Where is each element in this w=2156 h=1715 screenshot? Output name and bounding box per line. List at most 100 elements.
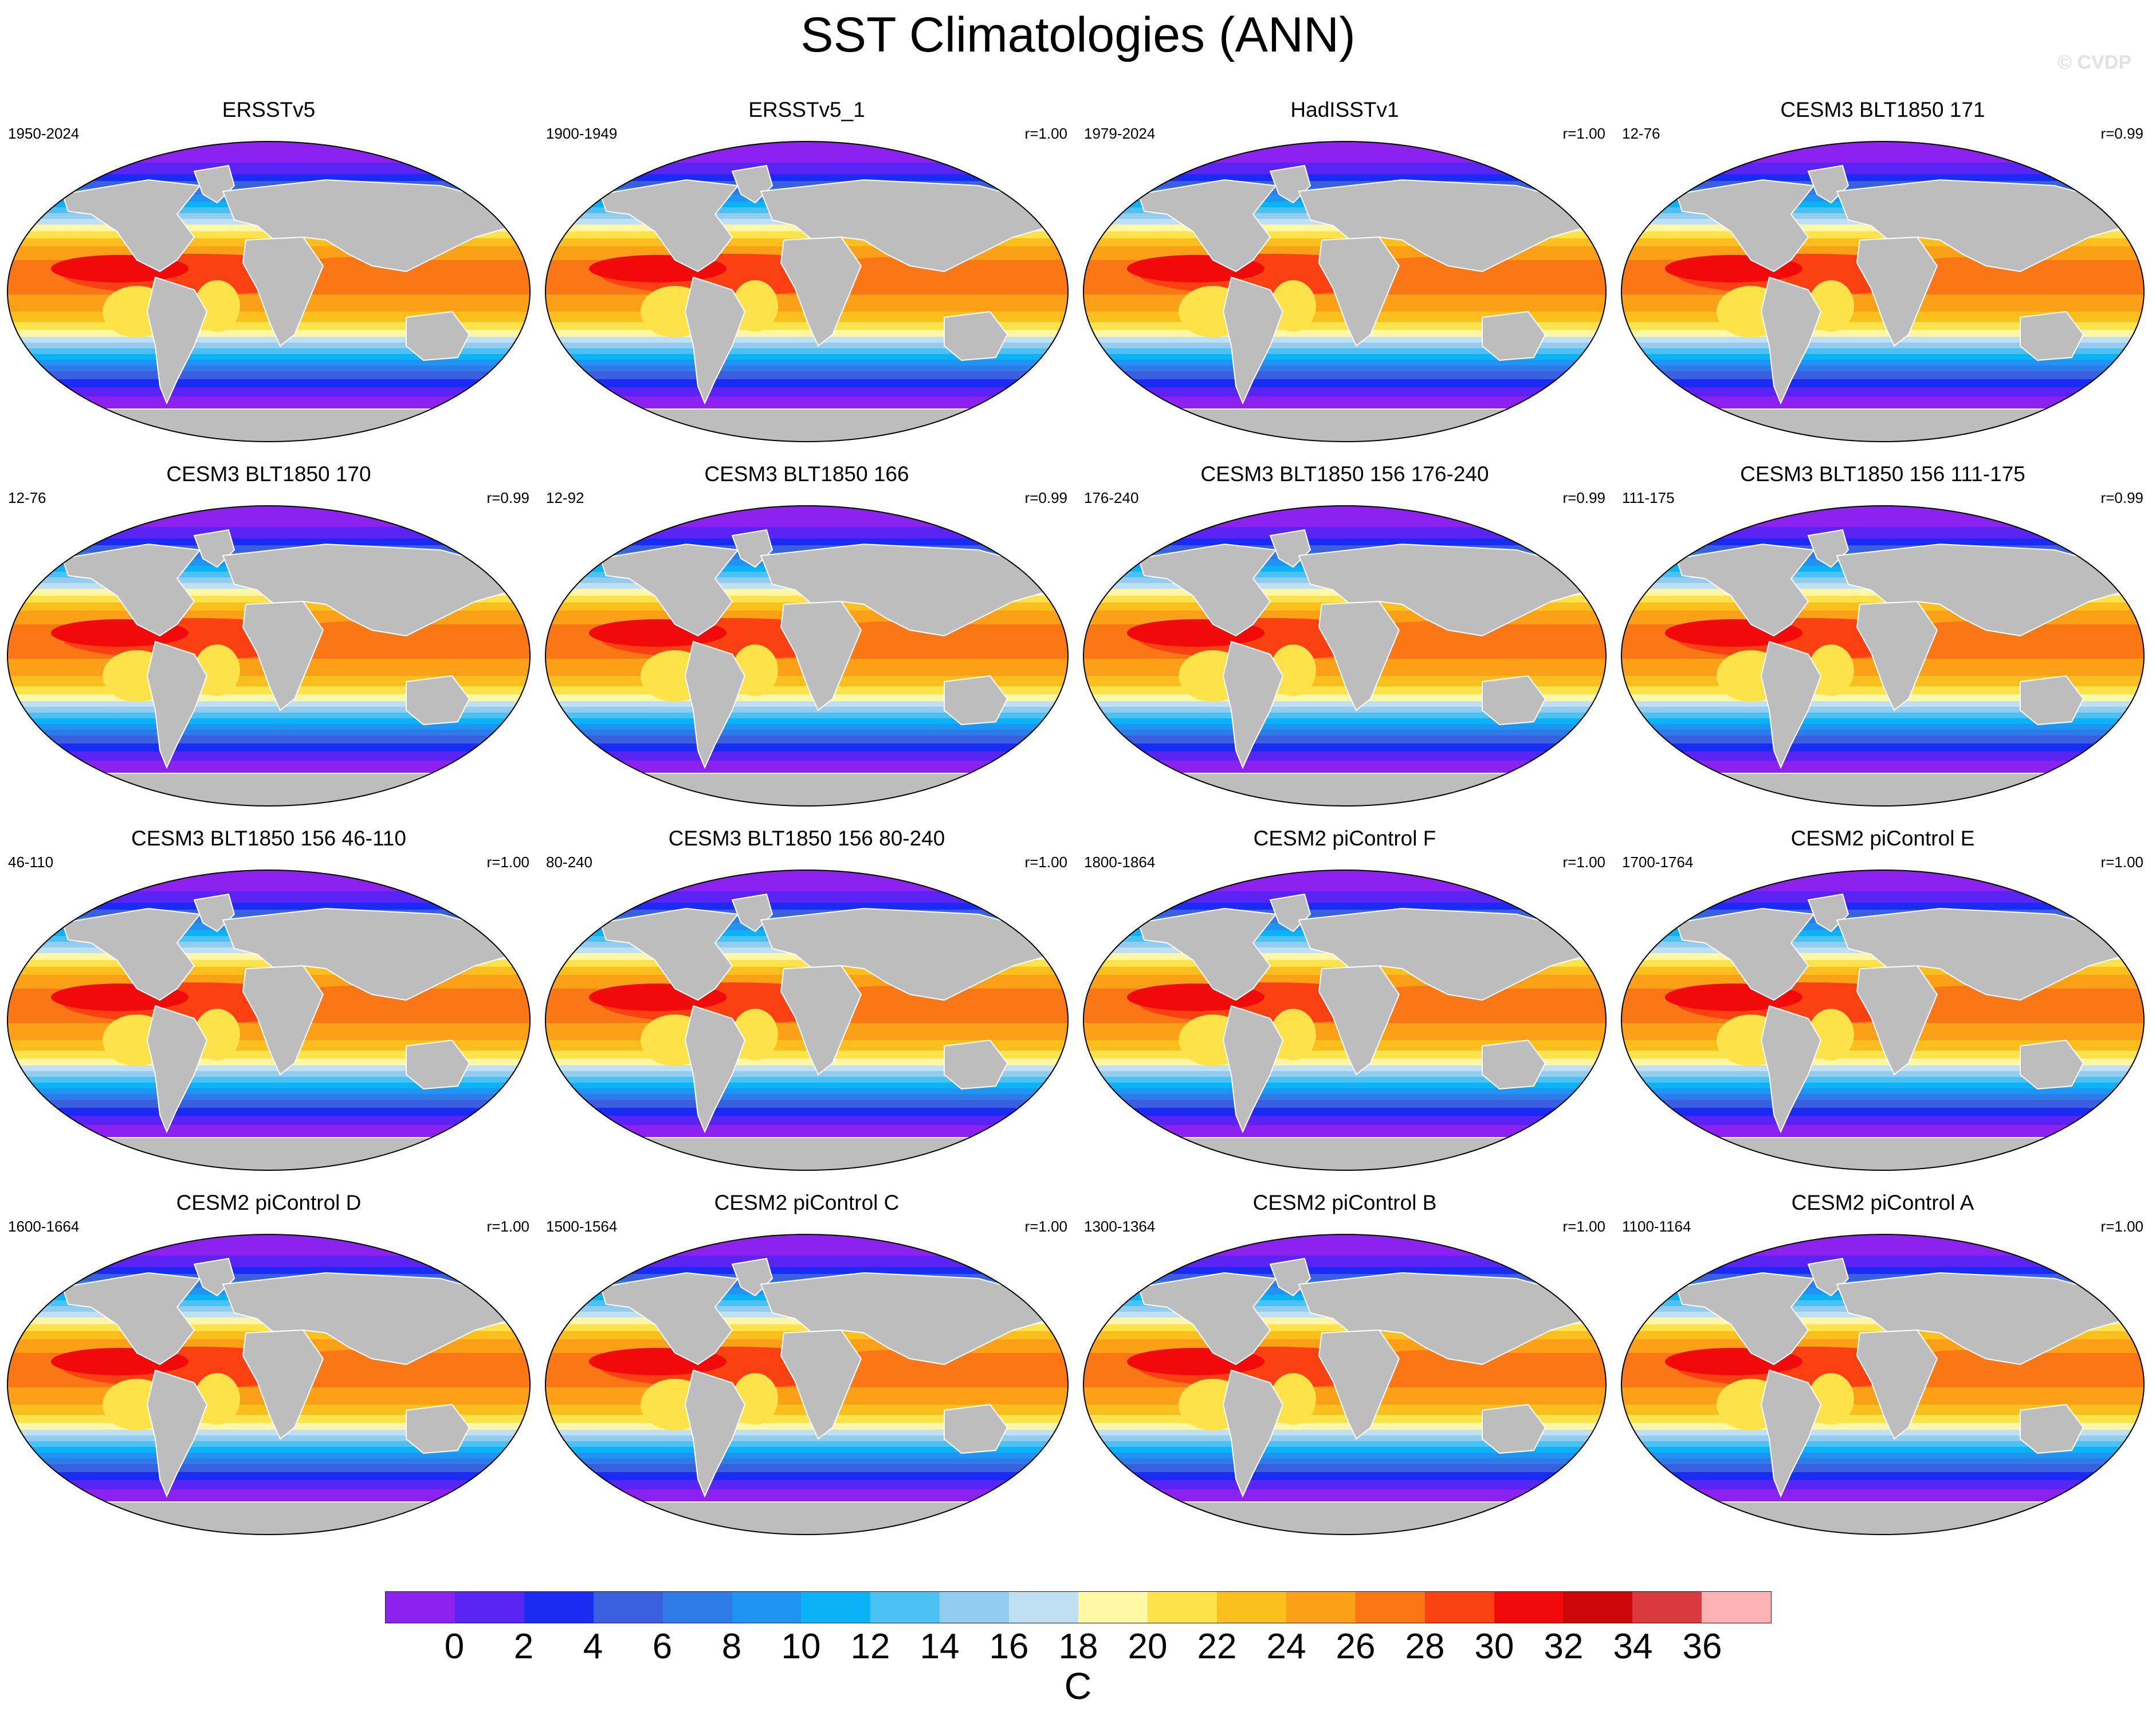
panel-title: HadISSTv1 [1290, 98, 1399, 121]
colorbar-tick-label: 30 [1474, 1627, 1514, 1666]
colorbar-swatch [386, 1592, 455, 1623]
panel-years: 1100-1164 [1622, 1218, 1691, 1235]
colorbar-swatch [732, 1592, 802, 1623]
map-panel: CESM3 BLT1850 156 176-240 176-240 r=0.99 [1076, 461, 1613, 816]
map-panel: CESM3 BLT1850 171 12-76 r=0.99 [1614, 96, 2151, 451]
panel-correlation: r=1.00 [2100, 853, 2143, 871]
panel-title: CESM2 piControl A [1791, 1191, 1974, 1214]
sst-map [1621, 870, 2145, 1171]
page-title: SST Climatologies (ANN) [800, 7, 1356, 62]
sst-map [1621, 141, 2145, 442]
colorbar-tick-label: 24 [1266, 1627, 1306, 1666]
colorbar-tick-label: 26 [1336, 1627, 1376, 1666]
colorbar [385, 1591, 1772, 1623]
map-panel: CESM3 BLT1850 156 111-175 111-175 r=0.99 [1614, 461, 2151, 816]
colorbar-tick-label: 8 [721, 1627, 742, 1666]
panel-correlation: r=1.00 [1562, 125, 1605, 142]
map-panel: CESM2 piControl F 1800-1864 r=1.00 [1076, 825, 1613, 1180]
sst-map [7, 505, 531, 807]
panel-years: 80-240 [546, 853, 592, 871]
map-panel: CESM2 piControl D 1600-1664 r=1.00 [0, 1189, 537, 1544]
sst-map [1083, 1234, 1607, 1535]
map-panel: CESM3 BLT1850 170 12-76 r=0.99 [0, 461, 537, 816]
sst-map [1083, 141, 1607, 442]
map-panel: CESM2 piControl A 1100-1164 r=1.00 [1614, 1189, 2151, 1544]
colorbar-tick-label: 22 [1197, 1627, 1237, 1666]
sst-map [1621, 1234, 2145, 1535]
panel-correlation: r=1.00 [1024, 125, 1067, 142]
panel-years: 1500-1564 [546, 1218, 618, 1235]
colorbar-tick-label: 18 [1058, 1627, 1098, 1666]
sst-map [545, 870, 1069, 1171]
panel-correlation: r=1.00 [486, 1218, 529, 1235]
panel-title: CESM3 BLT1850 156 46-110 [131, 827, 406, 850]
colorbar-swatch [1494, 1592, 1564, 1623]
panel-years: 1300-1364 [1084, 1218, 1156, 1235]
panel-years: 1900-1949 [546, 125, 618, 142]
colorbar-tick-label: 6 [652, 1627, 673, 1666]
colorbar-tick-label: 10 [781, 1627, 821, 1666]
colorbar-swatch [1147, 1592, 1217, 1623]
sst-map [7, 1234, 531, 1535]
colorbar-swatch [940, 1592, 1010, 1623]
panel-title: CESM2 piControl B [1252, 1191, 1437, 1214]
panel-title: CESM3 BLT1850 156 176-240 [1200, 462, 1489, 486]
colorbar-swatch [1216, 1592, 1286, 1623]
panel-correlation: r=1.00 [486, 853, 529, 871]
map-panel: HadISSTv1 1979-2024 r=1.00 [1076, 96, 1613, 451]
panel-years: 1979-2024 [1084, 125, 1156, 142]
sst-map [545, 505, 1069, 807]
panel-years: 12-76 [1622, 125, 1660, 142]
panel-years: 1700-1764 [1622, 853, 1694, 871]
panel-correlation: r=1.00 [1562, 1218, 1605, 1235]
colorbar-swatch [1355, 1592, 1425, 1623]
panel-correlation: r=1.00 [1562, 853, 1605, 871]
map-panel: CESM3 BLT1850 156 80-240 80-240 r=1.00 [538, 825, 1075, 1180]
panel-title: CESM3 BLT1850 156 80-240 [668, 827, 945, 850]
colorbar-unit-label: C [1064, 1665, 1092, 1707]
colorbar-swatch [454, 1592, 524, 1623]
panel-title: CESM3 BLT1850 170 [166, 462, 371, 486]
map-panel: ERSSTv5_1 1900-1949 r=1.00 [538, 96, 1075, 451]
colorbar-swatch [1563, 1592, 1633, 1623]
colorbar-tick-label: 32 [1544, 1627, 1584, 1666]
panel-title: CESM3 BLT1850 171 [1780, 98, 1985, 121]
colorbar-tick-labels: 0 2 4 6 8 10 12 14 16 18 20 22 24 26 28 30 32 34 36 [0, 1627, 2156, 1667]
colorbar-swatch [1424, 1592, 1494, 1623]
sst-map [545, 141, 1069, 442]
map-panel: CESM2 piControl B 1300-1364 r=1.00 [1076, 1189, 1613, 1544]
panel-correlation: r=1.00 [1024, 853, 1067, 871]
panel-correlation: r=0.99 [486, 489, 529, 506]
colorbar-swatch [1009, 1592, 1079, 1623]
colorbar-swatch [524, 1592, 594, 1623]
panel-title: CESM2 piControl C [714, 1191, 900, 1214]
colorbar-swatch [1632, 1592, 1702, 1623]
map-panel: CESM3 BLT1850 156 46-110 46-110 r=1.00 [0, 825, 537, 1180]
colorbar-swatch [1078, 1592, 1148, 1623]
colorbar-tick-label: 2 [513, 1627, 534, 1666]
colorbar-swatch [801, 1592, 871, 1623]
colorbar-swatch [1702, 1592, 1772, 1623]
panel-title: CESM3 BLT1850 156 111-175 [1740, 462, 2025, 486]
map-panel: CESM2 piControl E 1700-1764 r=1.00 [1614, 825, 2151, 1180]
sst-map [7, 870, 531, 1171]
panel-correlation: r=0.99 [1024, 489, 1067, 506]
panel-years: 1950-2024 [8, 125, 80, 142]
panel-correlation: r=0.99 [2100, 125, 2143, 142]
panel-title: CESM2 piControl F [1253, 827, 1436, 850]
colorbar-tick-label: 12 [850, 1627, 890, 1666]
panel-title: CESM3 BLT1850 166 [704, 462, 909, 486]
panel-years: 1800-1864 [1084, 853, 1156, 871]
panel-years: 1600-1664 [8, 1218, 80, 1235]
colorbar-tick-label: 20 [1128, 1627, 1168, 1666]
sst-map [545, 1234, 1069, 1535]
panel-years: 46-110 [8, 853, 54, 871]
sst-map [1083, 505, 1607, 807]
panel-correlation: r=1.00 [2100, 1218, 2143, 1235]
panel-correlation: r=0.99 [2100, 489, 2143, 506]
panel-correlation: r=1.00 [1024, 1218, 1067, 1235]
panel-title: ERSSTv5 [222, 98, 316, 121]
colorbar-tick-label: 28 [1405, 1627, 1445, 1666]
panel-years: 111-175 [1622, 489, 1675, 506]
panel-title: CESM2 piControl D [176, 1191, 362, 1214]
